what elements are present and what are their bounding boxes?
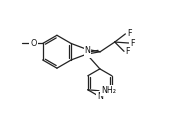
Text: O: O bbox=[30, 39, 37, 48]
Text: N: N bbox=[84, 46, 90, 55]
Text: O: O bbox=[30, 39, 37, 48]
Text: N: N bbox=[97, 92, 103, 101]
Text: F: F bbox=[126, 47, 130, 56]
Text: NH₂: NH₂ bbox=[101, 86, 116, 95]
Text: F: F bbox=[127, 29, 131, 38]
Text: N: N bbox=[84, 48, 90, 57]
Text: F: F bbox=[130, 38, 135, 48]
